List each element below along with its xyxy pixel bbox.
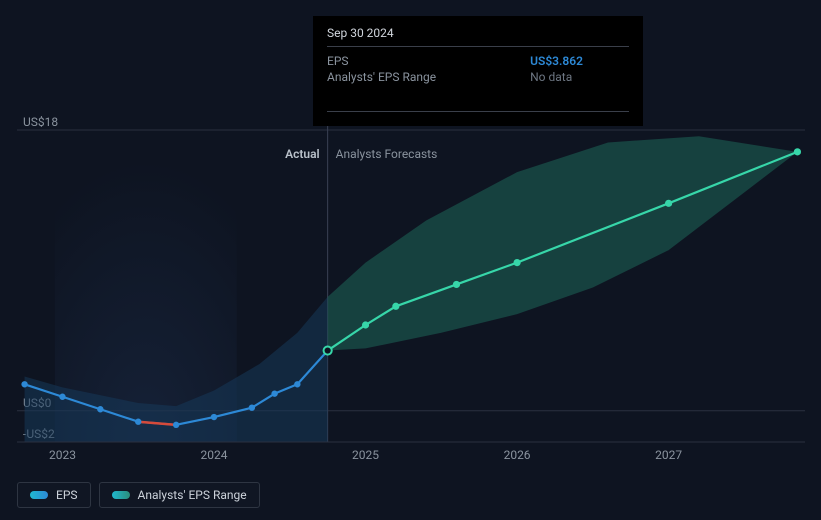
eps-point[interactable] xyxy=(211,414,217,420)
y-axis-label: US$18 xyxy=(23,115,58,129)
eps-forecast-point-current[interactable] xyxy=(324,346,332,354)
tooltip-table: EPS US$3.862 Analysts' EPS Range No data xyxy=(327,53,629,85)
eps-point[interactable] xyxy=(135,419,141,425)
section-label-actual: Actual xyxy=(285,147,320,161)
eps-forecast-point[interactable] xyxy=(392,303,399,310)
tooltip-value: US$3.862 xyxy=(490,53,629,69)
eps-point[interactable] xyxy=(173,422,179,428)
tooltip-value: No data xyxy=(490,69,629,85)
legend-label: EPS xyxy=(56,488,78,502)
eps-point[interactable] xyxy=(271,390,277,396)
eps-forecast-point[interactable] xyxy=(794,148,801,155)
x-axis-label: 2027 xyxy=(655,448,682,462)
eps-point[interactable] xyxy=(97,406,103,412)
legend-label: Analysts' EPS Range xyxy=(138,488,247,502)
legend-swatch-icon xyxy=(112,491,130,499)
x-axis-label: 2023 xyxy=(49,448,76,462)
x-axis-label: 2026 xyxy=(504,448,531,462)
legend-item-eps[interactable]: EPS xyxy=(17,482,91,508)
legend-item-range[interactable]: Analysts' EPS Range xyxy=(99,482,260,508)
eps-forecast-chart: US$18US$0-US$2ActualAnalysts Forecasts20… xyxy=(0,0,821,520)
eps-point[interactable] xyxy=(249,404,255,410)
legend-swatch-icon xyxy=(30,491,48,499)
eps-point[interactable] xyxy=(294,381,300,387)
eps-forecast-point[interactable] xyxy=(362,321,369,328)
x-axis-label: 2024 xyxy=(201,448,228,462)
tooltip-separator xyxy=(327,46,629,47)
x-axis-label: 2025 xyxy=(352,448,379,462)
tooltip-label: EPS xyxy=(327,53,490,69)
tooltip-row-range: Analysts' EPS Range No data xyxy=(327,69,629,85)
eps-forecast-point[interactable] xyxy=(453,281,460,288)
eps-point[interactable] xyxy=(59,394,65,400)
chart-legend: EPS Analysts' EPS Range xyxy=(17,482,260,508)
tooltip-footer-line xyxy=(327,111,629,112)
tooltip-date: Sep 30 2024 xyxy=(327,26,629,40)
tooltip-label: Analysts' EPS Range xyxy=(327,69,490,85)
tooltip-row-eps: EPS US$3.862 xyxy=(327,53,629,69)
eps-forecast-point[interactable] xyxy=(665,200,672,207)
eps-forecast-point[interactable] xyxy=(513,259,520,266)
chart-tooltip: Sep 30 2024 EPS US$3.862 Analysts' EPS R… xyxy=(313,16,643,126)
range-area-forecast xyxy=(328,136,798,350)
eps-point[interactable] xyxy=(21,381,27,387)
section-label-forecast: Analysts Forecasts xyxy=(336,147,438,161)
